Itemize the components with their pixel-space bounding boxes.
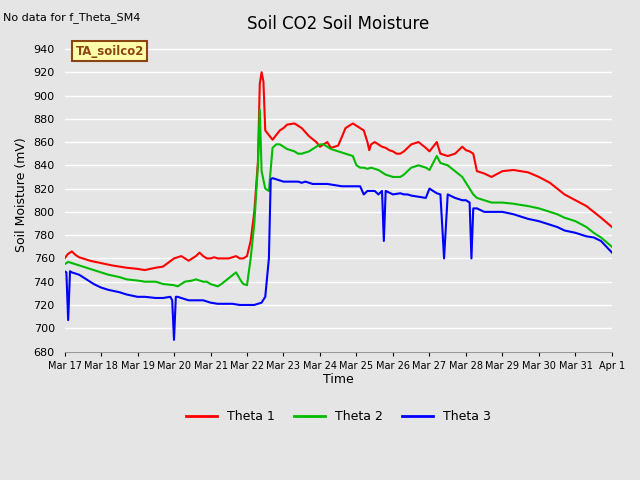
- Title: Soil CO2 Soil Moisture: Soil CO2 Soil Moisture: [247, 15, 429, 33]
- Text: No data for f_Theta_SM4: No data for f_Theta_SM4: [3, 12, 141, 23]
- X-axis label: Time: Time: [323, 373, 354, 386]
- Legend: Theta 1, Theta 2, Theta 3: Theta 1, Theta 2, Theta 3: [180, 405, 495, 428]
- Y-axis label: Soil Moisture (mV): Soil Moisture (mV): [15, 137, 28, 252]
- Text: TA_soilco2: TA_soilco2: [76, 45, 144, 58]
